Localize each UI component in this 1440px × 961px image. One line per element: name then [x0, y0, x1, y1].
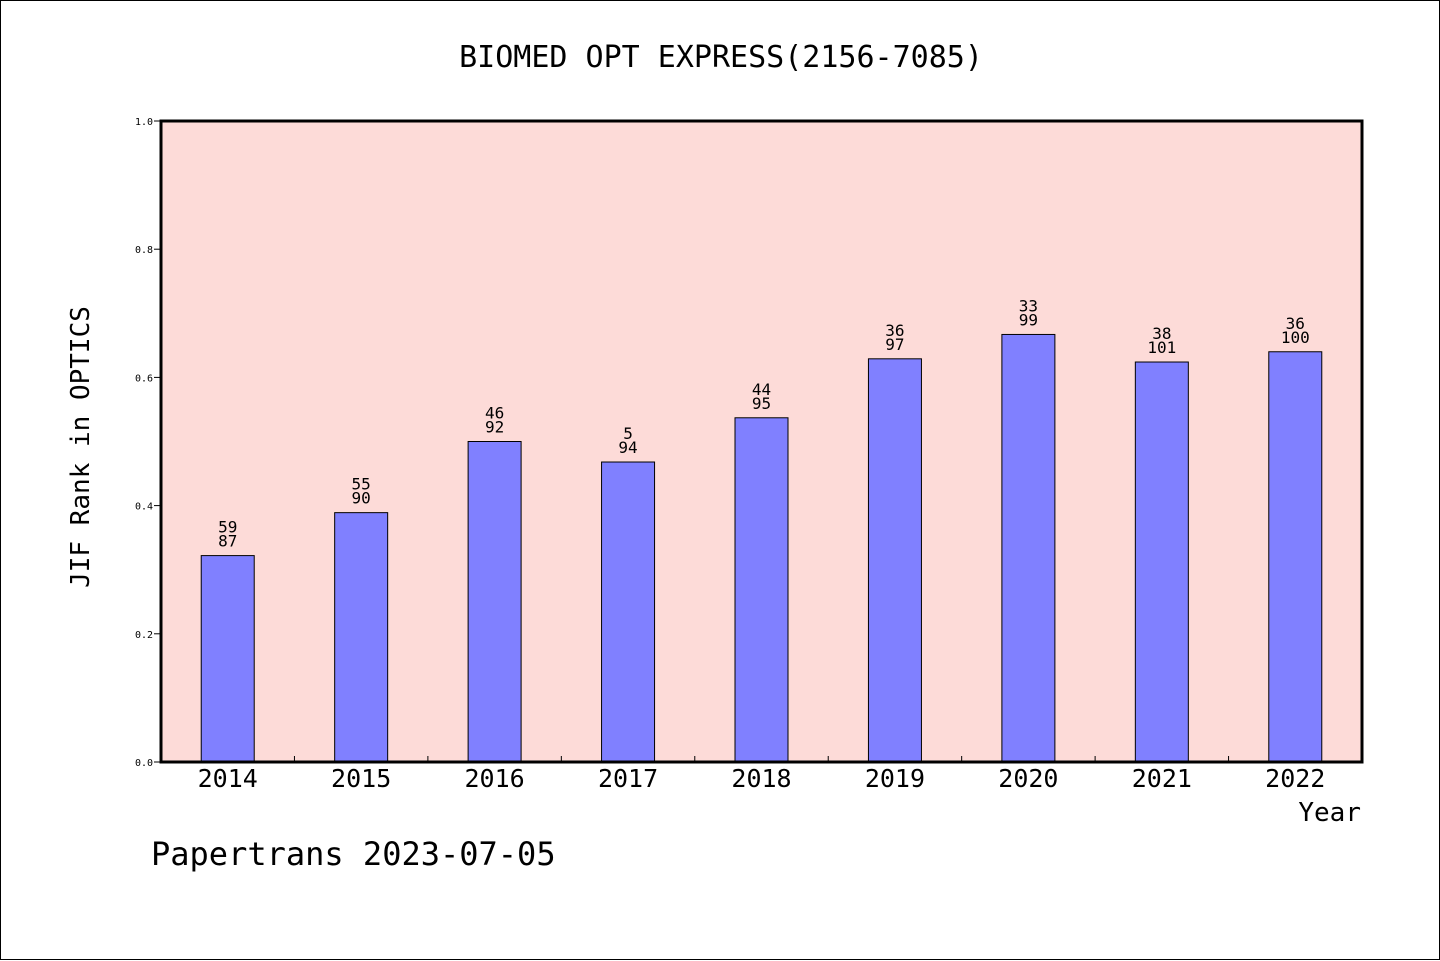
- x-tick-label: 2016: [465, 764, 525, 793]
- y-axis-title: JIF Rank in OPTICS: [66, 306, 96, 588]
- bar-total-label: 90: [352, 489, 371, 508]
- bars-group: [200, 333, 1323, 763]
- bar: [467, 441, 522, 763]
- footer-credit: Papertrans 2023-07-05: [151, 835, 556, 873]
- y-tick-label: 0.2: [135, 630, 153, 641]
- chart-title: BIOMED OPT EXPRESS(2156-7085): [459, 40, 983, 75]
- x-tick-label: 2018: [731, 764, 791, 793]
- y-tick-label: 1.0: [135, 117, 153, 128]
- bar-total-label: 87: [218, 532, 237, 551]
- bar-rank-label: 46: [485, 404, 504, 423]
- bar: [734, 417, 789, 763]
- bar: [1134, 361, 1189, 763]
- bar: [334, 512, 389, 763]
- bar: [200, 555, 255, 763]
- plot-border: [159, 119, 1364, 764]
- y-tick-label: 0.6: [135, 373, 153, 384]
- x-tick-label: 2015: [331, 764, 391, 793]
- y-axis-ticks: 0.0 0.2 0.4 0.6 0.8 1.0: [135, 117, 161, 769]
- bar-total-label: 99: [1019, 310, 1038, 329]
- bar-rank-label: 38: [1152, 324, 1171, 343]
- bar: [601, 461, 656, 763]
- x-tick-label: 2017: [598, 764, 658, 793]
- y-tick-label: 0.8: [135, 245, 153, 256]
- bar-rank-label: 55: [352, 475, 371, 494]
- x-axis-ticks: 2014 2015 2016 2017 2018 2019 2020 2021 2022: [198, 756, 1325, 793]
- bar-total-label: 97: [885, 335, 904, 354]
- bar-rank-label: 36: [885, 321, 904, 340]
- bar-rank-label: 5: [623, 424, 633, 443]
- bar-rank-label: 36: [1286, 314, 1305, 333]
- x-tick-label: 2020: [998, 764, 1058, 793]
- y-tick-label: 0.0: [135, 758, 153, 769]
- x-tick-label: 2014: [198, 764, 258, 793]
- bar-total-label: 95: [752, 394, 771, 413]
- x-tick-label: 2022: [1265, 764, 1325, 793]
- bar-total-label: 92: [485, 418, 504, 437]
- bar-total-label: 101: [1147, 338, 1176, 357]
- bar-rank-label: 33: [1019, 296, 1038, 315]
- bar-total-label: 94: [618, 438, 637, 457]
- y-tick-label: 0.4: [135, 502, 153, 513]
- bar-rank-label: 44: [752, 380, 771, 399]
- bar-rank-label: 59: [218, 518, 237, 537]
- x-tick-label: 2021: [1132, 764, 1192, 793]
- bar: [1268, 351, 1323, 763]
- bar-total-label: 100: [1281, 328, 1310, 347]
- bar: [867, 358, 922, 763]
- x-axis-title: Year: [1298, 798, 1361, 828]
- bar: [1001, 333, 1056, 763]
- x-tick-label: 2019: [865, 764, 925, 793]
